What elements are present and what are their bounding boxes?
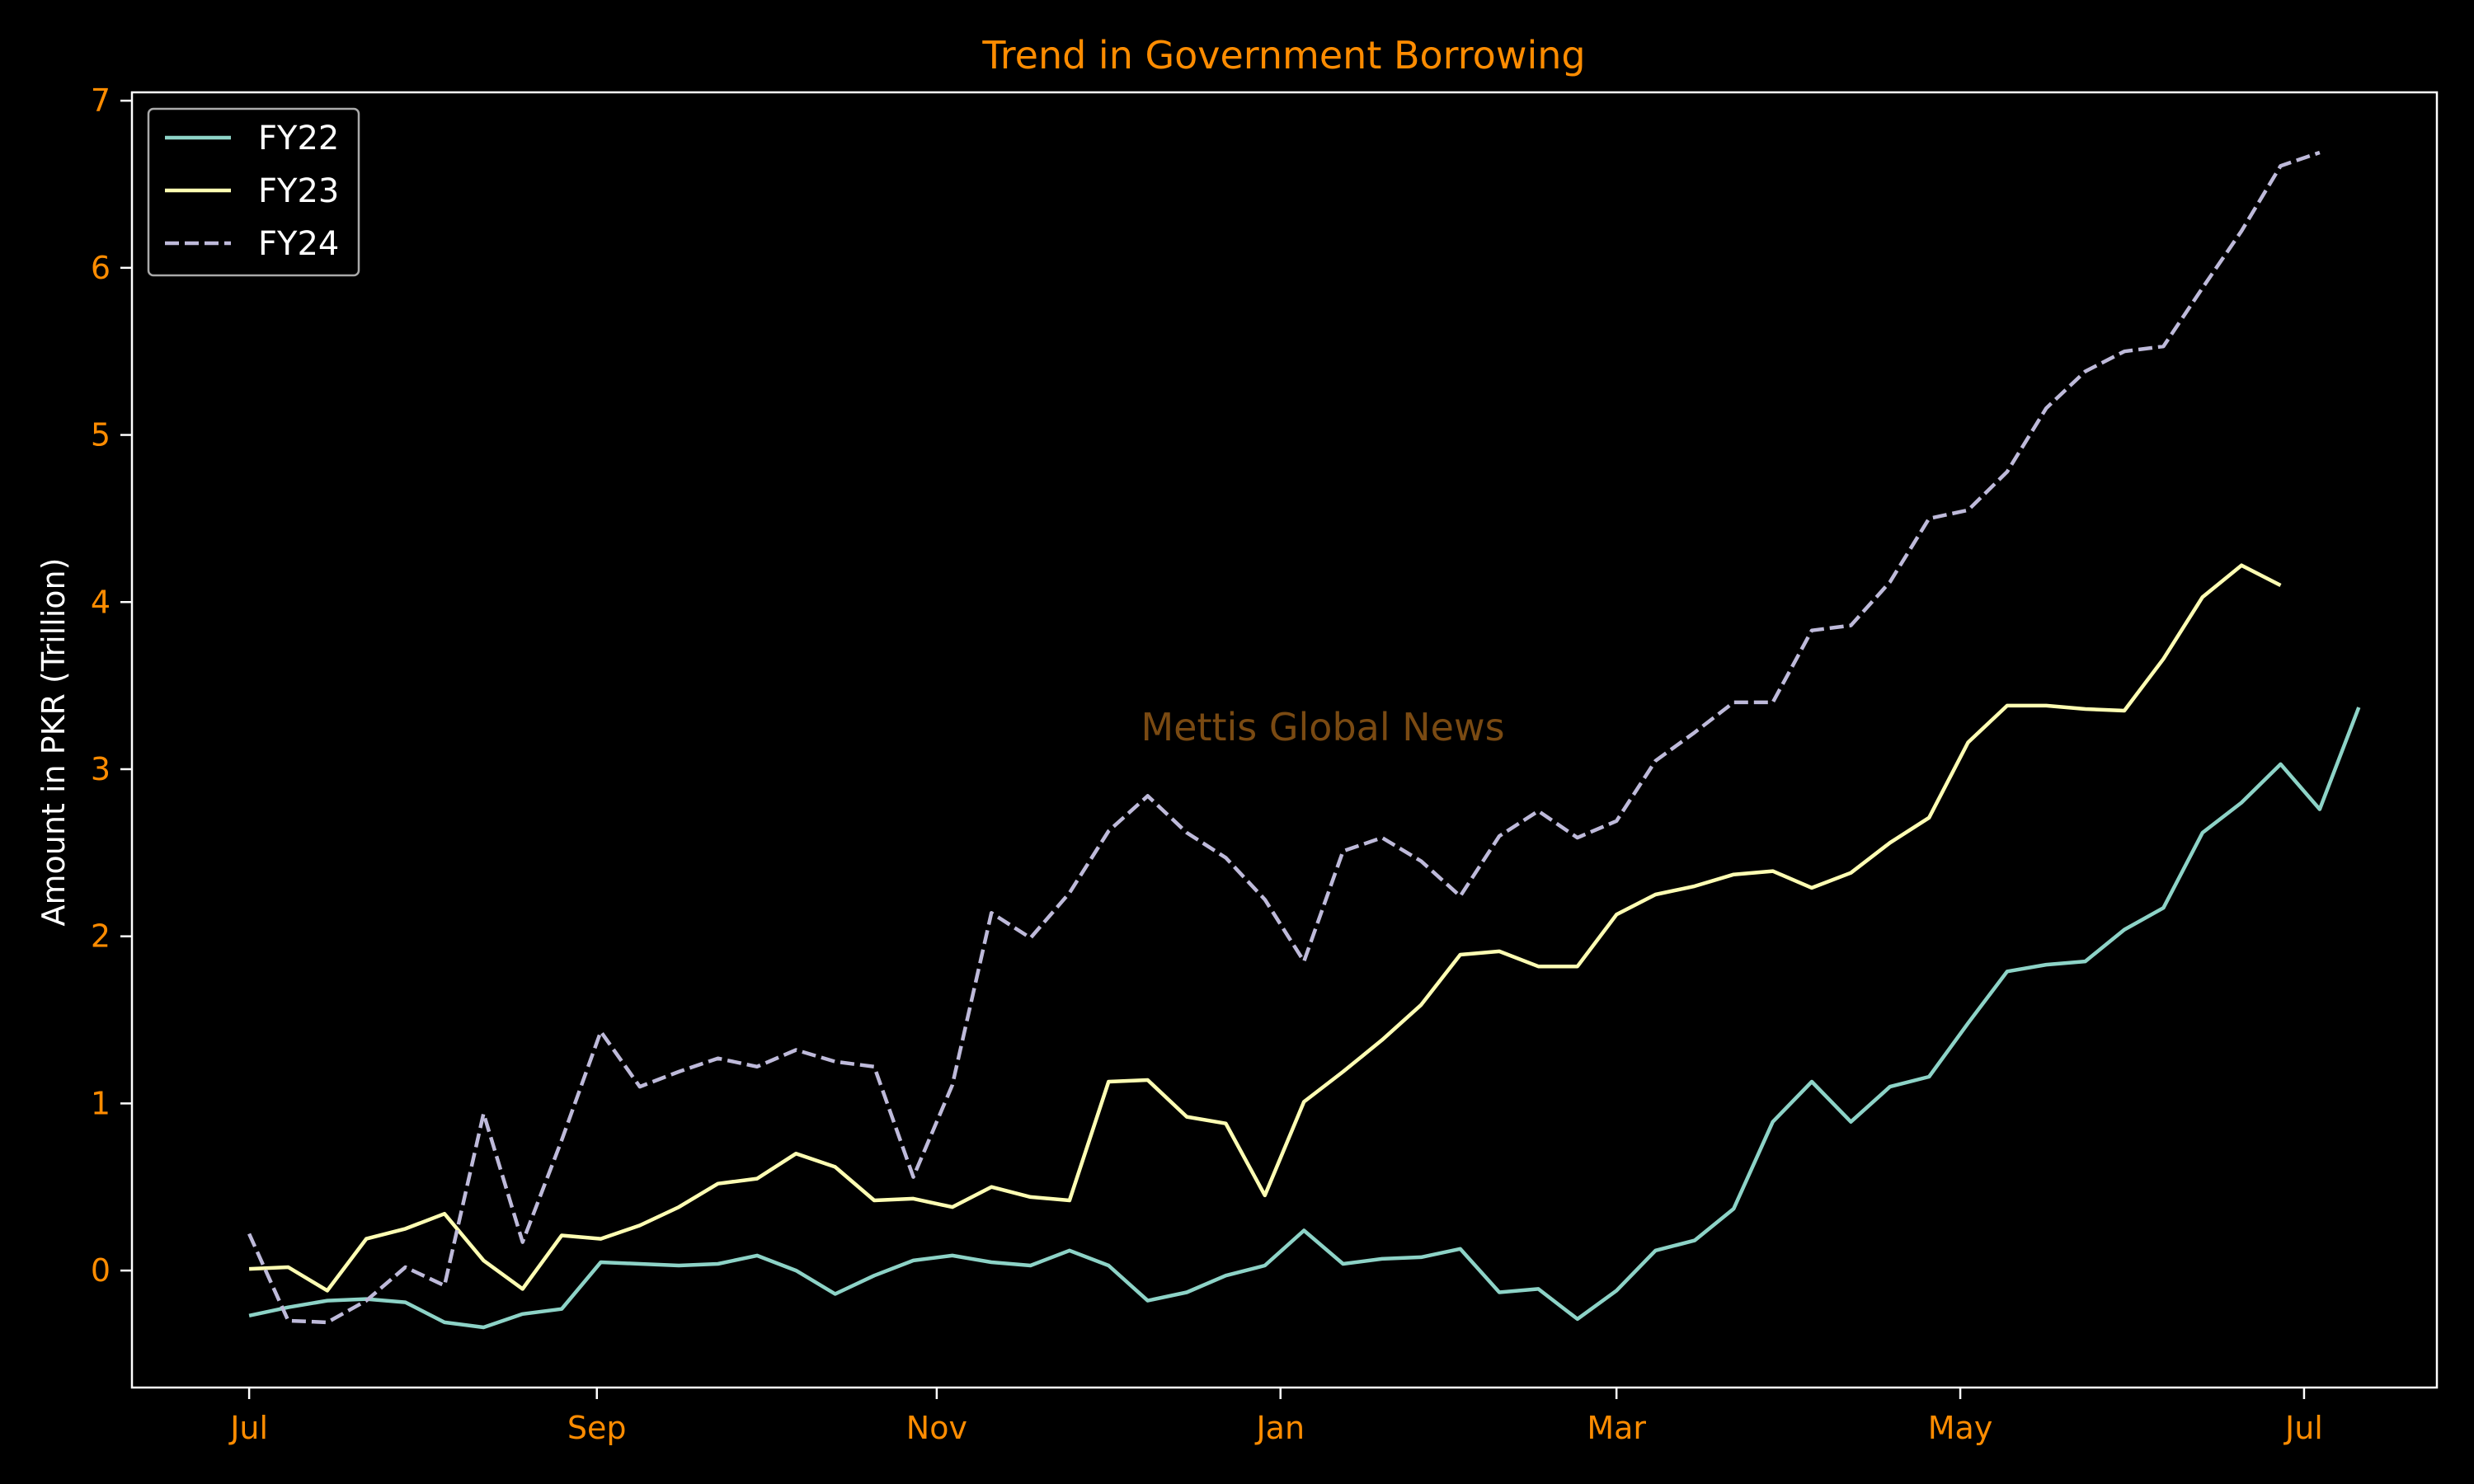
x-tick-label: Jan	[1254, 1410, 1305, 1446]
legend-frame	[147, 107, 360, 277]
x-tick-label: May	[1928, 1410, 1993, 1446]
plot-frame	[130, 91, 2439, 1389]
y-tick-label: 6	[91, 250, 111, 286]
series-lines	[247, 150, 2361, 1330]
x-tick-label: Jul	[228, 1410, 268, 1446]
chart-title: Trend in Government Borrowing	[981, 33, 1585, 77]
watermark: Mettis Global News	[1141, 705, 1504, 749]
y-tick-label: 7	[91, 82, 111, 119]
plot-area	[130, 91, 2439, 1389]
y-tick-label: 4	[91, 584, 111, 620]
y-axis: 0 1 2 3 4 5 6 7	[91, 82, 132, 1289]
y-tick-label: 5	[91, 417, 111, 453]
series-line-fy23	[249, 563, 2282, 1293]
legend: FY22 FY23 FY24	[147, 107, 360, 277]
x-tick-label: Mar	[1587, 1410, 1646, 1446]
legend-label-fy22: FY22	[258, 120, 339, 157]
x-axis: Jul Sep Nov Jan Mar May Jul	[228, 1388, 2323, 1446]
legend-label-fy24: FY24	[258, 225, 339, 263]
x-tick-label: Jul	[2284, 1410, 2323, 1446]
y-tick-label: 2	[91, 918, 111, 955]
legend-label-fy23: FY23	[258, 172, 339, 210]
y-axis-label: Amount in PKR (Trillion)	[35, 558, 72, 927]
series-line-fy24	[247, 150, 2321, 1325]
x-tick-label: Nov	[906, 1410, 967, 1446]
series-line-fy22	[248, 707, 2361, 1330]
y-tick-label: 0	[91, 1252, 111, 1289]
y-tick-label: 3	[91, 751, 111, 787]
x-tick-label: Sep	[567, 1410, 627, 1446]
y-tick-label: 1	[91, 1085, 111, 1121]
